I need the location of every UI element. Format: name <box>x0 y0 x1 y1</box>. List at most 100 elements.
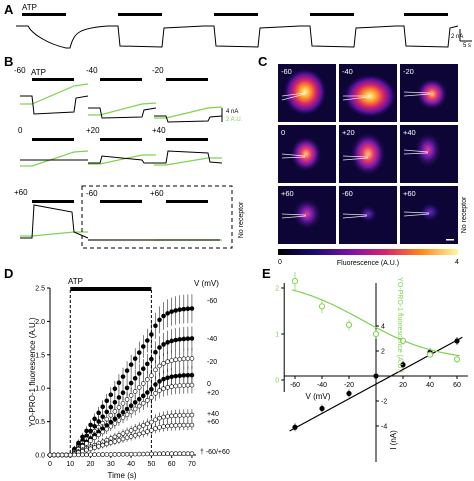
panel-c-label-p20: +20 <box>342 128 355 137</box>
panel-d-point <box>149 373 154 378</box>
panel-d-series-label: 0 <box>207 381 211 388</box>
panel-d-point <box>88 438 93 443</box>
panel-d-point <box>177 337 183 342</box>
panel-d-point <box>140 430 146 436</box>
panel-d-point <box>145 398 150 403</box>
panel-d-point <box>157 345 162 350</box>
panel-d-point <box>189 356 195 361</box>
panel-a-atp-label: ATP <box>22 3 37 12</box>
panel-d-point <box>104 452 110 457</box>
panel-d-point <box>149 419 154 425</box>
panel-d-point <box>128 380 134 386</box>
panel-e-letter: E <box>262 266 271 281</box>
panel-c-label-norec-p60: +60 <box>403 189 416 198</box>
panel-d-x-tick-label: 40 <box>127 461 135 468</box>
panel-d-point <box>161 313 166 319</box>
panel-d-point <box>185 336 191 341</box>
panel-e-fluor-point <box>399 337 407 344</box>
panel-c-no-receptor-label: No receptor <box>461 196 468 233</box>
panel-e-current-point <box>454 338 460 344</box>
panel-d-point <box>153 349 158 355</box>
panel-d-x-tick-label: 70 <box>188 461 196 468</box>
panel-d-ylabel: YO-PRO-1 fluorescence (A.U.) <box>28 317 37 427</box>
panel-d-point <box>165 423 170 429</box>
panel-e-current-point <box>373 373 379 379</box>
panel-d-point <box>72 452 77 458</box>
panel-d-point <box>132 356 138 361</box>
panel-e-fluor-point <box>372 330 380 338</box>
panel-c-label-m20: -20 <box>403 67 414 76</box>
panel-d-point <box>181 373 187 378</box>
panel-d-point <box>140 400 146 406</box>
panel-d-point <box>136 451 142 457</box>
panel-b-label-m60: -60 <box>14 66 26 75</box>
panel-e-fluor-point <box>453 356 461 363</box>
panel-d-point <box>124 412 130 418</box>
panel-d-point <box>145 421 150 427</box>
panel-d-point <box>84 452 89 458</box>
panel-a-scale-s: 5 s <box>463 43 471 49</box>
panel-e-fluor-point <box>426 351 434 358</box>
panel-d-point <box>124 397 130 402</box>
panel-c-tile-labels: -60 -40 -20 0 +20 +40 +60 -60 +60 <box>281 67 416 198</box>
panel-d-series-label: -60 <box>207 298 217 305</box>
panel-d-point <box>165 375 170 381</box>
panel-d-point <box>67 452 73 458</box>
panel-d-point <box>128 428 134 433</box>
panel-d-point <box>76 452 81 458</box>
panel-d-y-tick-label: 1.0 <box>35 386 45 393</box>
panel-d-point <box>177 451 183 456</box>
panel-d-point <box>100 404 106 410</box>
panel-e-current-tick-label: 2 <box>381 349 385 356</box>
panel-d-point <box>116 395 122 400</box>
panel-d-point <box>128 451 134 457</box>
panel-d-point <box>100 429 106 435</box>
panel-d-x-tick-label: 0 <box>48 461 52 468</box>
panel-d-point <box>132 426 138 432</box>
panel-d-point <box>177 307 183 312</box>
panel-d-point <box>185 422 191 428</box>
panel-d-point <box>189 306 195 311</box>
panel-e-x-tick-label: 40 <box>426 382 434 389</box>
panel-d-point <box>185 306 191 312</box>
panel-a-scale-na: 2 nA <box>451 34 463 40</box>
panel-d-point <box>169 451 174 456</box>
panel-b-label-p20: +20 <box>86 126 100 135</box>
panel-d-point <box>112 439 118 444</box>
panel-d-point <box>132 389 138 394</box>
panel-d-series-label: +40 <box>207 411 219 418</box>
panel-d-point <box>92 435 97 441</box>
panel-e-current-point <box>346 390 352 397</box>
panel-c-label-0: 0 <box>281 128 285 137</box>
panel-b-atp-bars <box>32 78 208 203</box>
panel-d-point <box>84 441 89 446</box>
panel-b-label-p60: +60 <box>14 188 28 197</box>
panel-b-scale-au: 2 A.U. <box>226 117 243 123</box>
panel-d-y-tick-label: 0.0 <box>35 453 45 460</box>
panel-d-point <box>132 432 138 438</box>
panel-c-image-scale-bar <box>446 239 454 241</box>
panel-d-point <box>153 367 158 373</box>
panel-d-point <box>128 434 134 439</box>
panel-e-fluor-tick-label: 2 <box>275 286 279 293</box>
panel-d-point <box>108 412 114 418</box>
panel-b-label-p40: +40 <box>152 126 166 135</box>
panel-d-point <box>108 452 114 457</box>
panel-d-point <box>145 377 150 382</box>
panel-d-point <box>153 417 158 423</box>
panel-d-point <box>136 403 142 409</box>
panel-e-current-tick-label: 4 <box>381 324 385 331</box>
panel-d-point <box>112 409 118 414</box>
panel-d-point <box>112 452 118 457</box>
panel-d-point <box>136 350 142 355</box>
panel-d-point <box>149 395 154 400</box>
panel-d-point <box>88 452 93 458</box>
panel-d-point <box>108 392 114 398</box>
panel-e-current-tick-label: -2 <box>381 399 387 406</box>
panel-d-point <box>149 356 154 362</box>
panel-d-point <box>149 451 154 457</box>
panel-d-point <box>140 381 146 386</box>
panel-a-scale-bar <box>459 29 472 42</box>
panel-b: B ATP -60 -40 -20 0 +20 +40 +60 -60 +60 <box>4 54 245 249</box>
